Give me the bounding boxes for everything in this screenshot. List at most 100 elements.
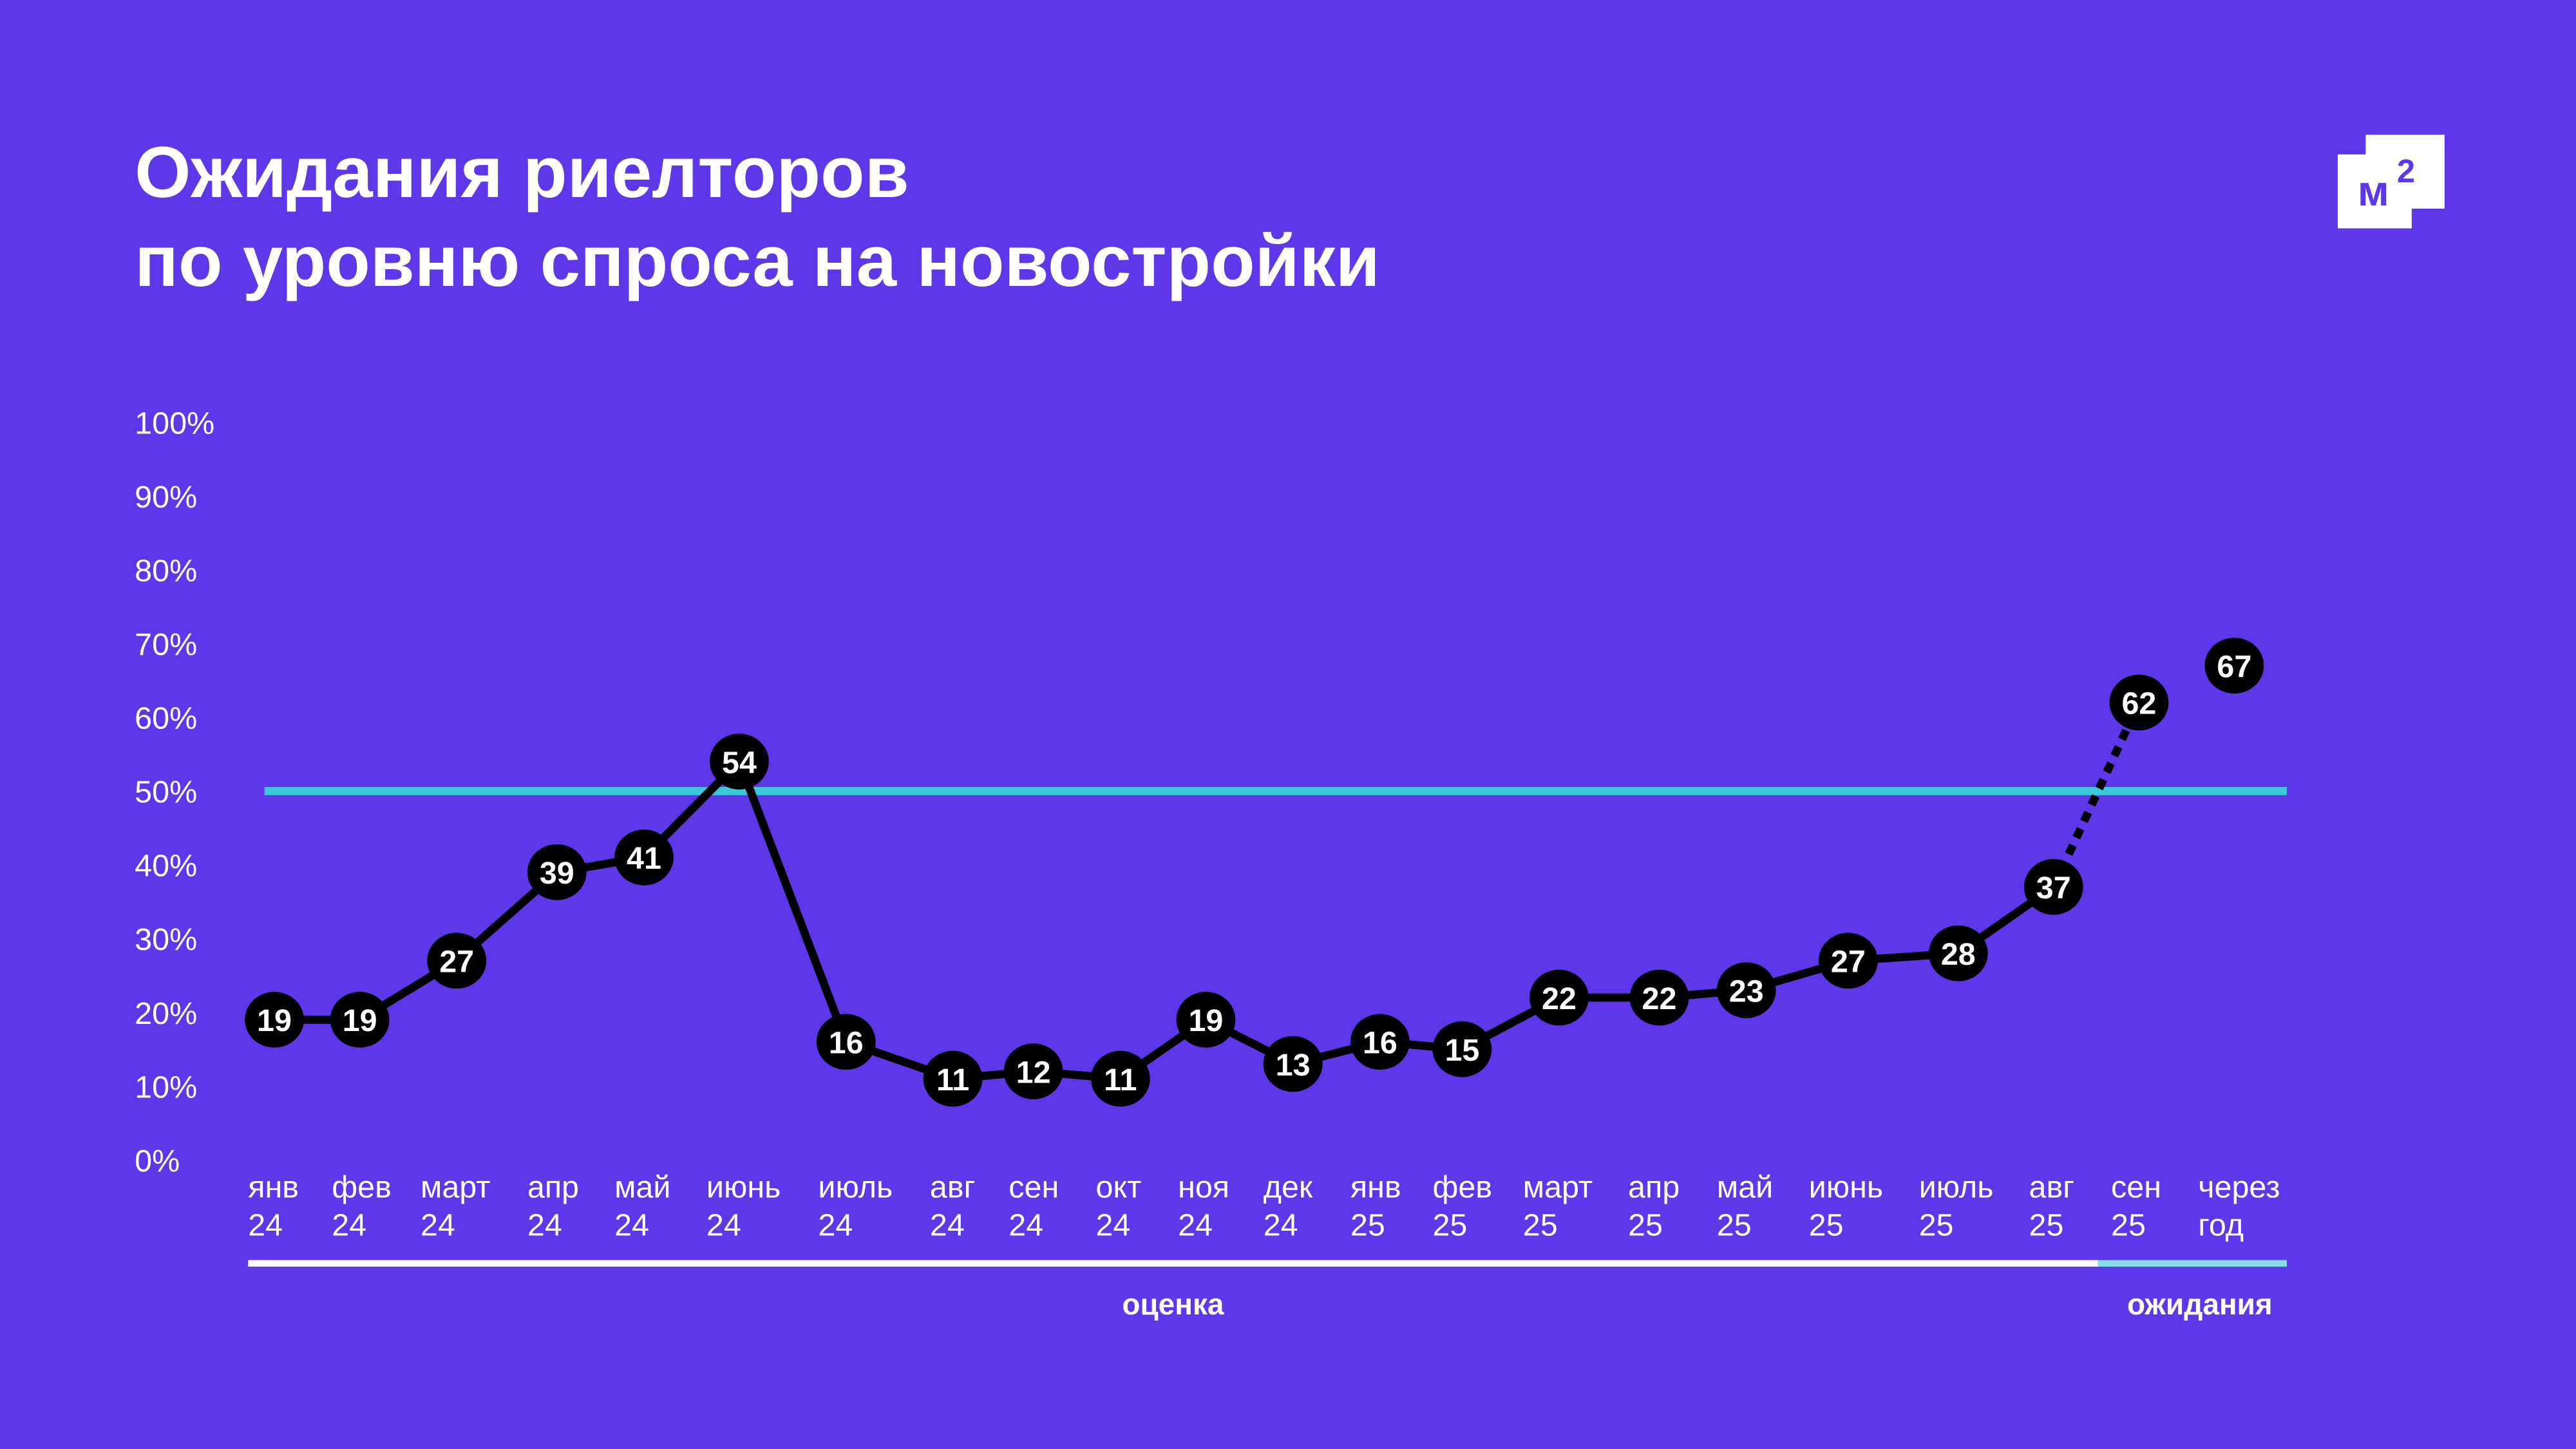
data-label: 67 <box>2217 649 2251 684</box>
y-tick-label: 80% <box>135 554 197 589</box>
x-tick-label-year: 24 <box>332 1208 366 1242</box>
x-tick-label-month: июнь <box>1809 1170 1883 1205</box>
data-point: 22 <box>1629 969 1689 1026</box>
data-point-marker <box>1928 925 1988 981</box>
data-label: 27 <box>1831 945 1866 980</box>
chart-title-line-2: по уровню спроса на новостройки <box>135 220 1380 301</box>
data-point: 19 <box>1176 992 1236 1048</box>
data-point-marker <box>1629 969 1689 1026</box>
data-point: 27 <box>1818 933 1878 989</box>
data-point-marker <box>1530 969 1589 1026</box>
data-points: 19 19 27 39 41 54 16 11 12 11 19 13 16 15 22 22 23 27 28 37… <box>245 638 2264 1107</box>
data-point: 11 <box>1090 1050 1150 1107</box>
logo-superscript: 2 <box>2397 153 2415 189</box>
segment-label: оценка <box>1122 1287 1224 1321</box>
data-point: 16 <box>1350 1014 1410 1070</box>
data-point: 54 <box>710 734 769 790</box>
x-tick-label-year: год <box>2198 1208 2244 1242</box>
x-tick-label-year: 25 <box>2029 1208 2064 1242</box>
data-label: 54 <box>722 745 757 780</box>
x-tick-label-month: апр <box>1628 1170 1680 1205</box>
x-tick-label-year: 24 <box>818 1208 853 1242</box>
y-tick-label: 10% <box>135 1070 197 1104</box>
x-tick-label-month: июль <box>1919 1170 1994 1205</box>
x-tick-label-month: янв <box>1350 1170 1401 1205</box>
y-tick-label: 70% <box>135 627 197 662</box>
data-label: 11 <box>936 1063 969 1097</box>
x-tick-label-year: 25 <box>1717 1208 1752 1242</box>
data-point: 37 <box>2023 858 2083 915</box>
data-label: 19 <box>343 1003 377 1038</box>
y-tick-label: 30% <box>135 922 197 957</box>
x-tick-label-month: дек <box>1264 1170 1313 1205</box>
data-label: 28 <box>1941 937 1976 972</box>
data-point-marker <box>1432 1021 1492 1077</box>
x-tick-label-month: авг <box>2029 1170 2074 1205</box>
x-tick-label-year: 25 <box>2111 1208 2146 1242</box>
data-point: 23 <box>1716 962 1776 1018</box>
period-segments: оценка ожидания <box>248 1260 2287 1321</box>
data-point-marker <box>1003 1043 1063 1099</box>
x-tick-label-year: 25 <box>1523 1208 1558 1242</box>
data-point: 11 <box>923 1050 983 1107</box>
data-label: 19 <box>1188 1003 1223 1038</box>
data-label: 16 <box>1363 1026 1397 1061</box>
x-tick-label-month: май <box>1717 1170 1773 1205</box>
logo-letter: м <box>2358 167 2389 215</box>
data-label: 41 <box>627 841 661 876</box>
chart-title-line-1: Ожидания риелторов <box>135 131 909 213</box>
data-point: 67 <box>2204 638 2264 694</box>
y-tick-label: 90% <box>135 480 197 515</box>
data-point-marker <box>1350 1014 1410 1070</box>
data-point-marker <box>427 933 487 989</box>
segment-bar <box>2098 1260 2287 1267</box>
data-label: 11 <box>1104 1063 1137 1097</box>
x-axis: янв24фев24март24апр24май24июнь24июль24ав… <box>248 1170 2280 1243</box>
y-tick-label: 100% <box>135 406 214 440</box>
x-tick-label-month: фев <box>1432 1170 1492 1205</box>
segment-bar <box>248 1260 2098 1267</box>
data-point: 19 <box>245 992 304 1048</box>
data-point-marker <box>816 1014 876 1070</box>
data-point: 27 <box>427 933 487 989</box>
x-tick-label-month: май <box>614 1170 670 1205</box>
data-point: 15 <box>1432 1021 1492 1077</box>
data-point-marker <box>1263 1036 1323 1092</box>
x-tick-label-month: авг <box>930 1170 975 1205</box>
data-point: 39 <box>527 844 587 900</box>
data-point-marker <box>1818 933 1878 989</box>
y-tick-label: 0% <box>135 1144 180 1179</box>
x-tick-label-month: июль <box>818 1170 893 1205</box>
data-point: 16 <box>816 1014 876 1070</box>
data-point: 41 <box>614 829 674 886</box>
data-point: 13 <box>1263 1036 1323 1092</box>
y-axis: 0% 10% 20% 30% 40% 50% 60% 70% 80% 90% 100% <box>135 406 214 1178</box>
data-label: 22 <box>1642 981 1677 1016</box>
data-label: 62 <box>2121 687 2156 721</box>
x-tick-label-year: 24 <box>248 1208 283 1242</box>
data-point-marker <box>614 829 674 886</box>
x-tick-label-month: через <box>2198 1170 2280 1205</box>
data-point-marker <box>245 992 304 1048</box>
x-tick-label-month: сен <box>2111 1170 2161 1205</box>
data-label: 19 <box>257 1003 292 1038</box>
x-tick-label-year: 25 <box>1350 1208 1385 1242</box>
x-tick-label-month: янв <box>248 1170 299 1205</box>
data-point: 19 <box>330 992 390 1048</box>
data-label: 23 <box>1729 974 1764 1009</box>
x-tick-label-year: 25 <box>1809 1208 1844 1242</box>
x-tick-label-year: 25 <box>1628 1208 1663 1242</box>
x-tick-label-month: окт <box>1096 1170 1142 1205</box>
data-label: 39 <box>540 856 574 891</box>
x-tick-label-year: 24 <box>706 1208 741 1242</box>
data-point-marker <box>330 992 390 1048</box>
segment-label: ожидания <box>2127 1287 2273 1321</box>
data-label: 12 <box>1016 1055 1051 1090</box>
series-line-projection <box>2049 701 2143 889</box>
x-tick-label-year: 24 <box>1178 1208 1213 1242</box>
data-point: 62 <box>2109 674 2169 731</box>
y-tick-label: 40% <box>135 849 197 884</box>
x-tick-label-year: 24 <box>614 1208 649 1242</box>
x-tick-label-year: 24 <box>527 1208 562 1242</box>
